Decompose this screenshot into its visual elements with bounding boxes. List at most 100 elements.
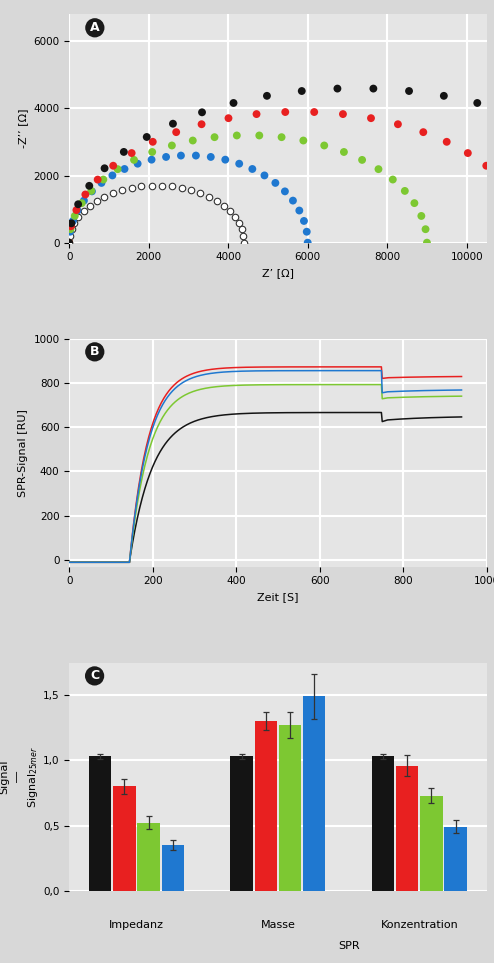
X-axis label: Zeit [S]: Zeit [S]: [257, 592, 299, 602]
Point: [137, 179, 145, 195]
Point: [271, 175, 279, 191]
Bar: [113, 787, 135, 891]
Point: [421, 221, 429, 237]
Point: [158, 178, 165, 194]
Point: [118, 183, 126, 198]
Point: [66, 228, 74, 244]
Point: [210, 129, 218, 144]
Bar: [372, 757, 394, 891]
Point: [205, 189, 213, 204]
Point: [109, 158, 117, 173]
Point: [65, 235, 73, 250]
Point: [172, 124, 180, 140]
Point: [235, 216, 243, 231]
Point: [401, 183, 409, 198]
Point: [226, 203, 234, 219]
Point: [192, 148, 200, 164]
Point: [169, 116, 177, 131]
Point: [69, 213, 77, 228]
Point: [303, 224, 311, 240]
Point: [100, 189, 108, 204]
Point: [340, 144, 348, 160]
Point: [255, 128, 263, 143]
Point: [339, 106, 347, 121]
Point: [370, 81, 377, 96]
Bar: [137, 823, 160, 891]
Point: [417, 208, 425, 223]
Y-axis label: -Z’’ [Ω]: -Z’’ [Ω]: [18, 109, 28, 148]
Point: [109, 168, 117, 183]
Point: [73, 202, 81, 218]
Point: [127, 180, 135, 195]
Point: [65, 235, 73, 250]
Point: [114, 162, 122, 177]
Point: [263, 89, 271, 104]
Text: B: B: [90, 346, 99, 358]
Text: A: A: [90, 21, 100, 35]
Point: [66, 224, 74, 240]
Point: [189, 133, 197, 148]
Text: SPR: SPR: [338, 941, 359, 951]
Text: Masse: Masse: [260, 921, 295, 930]
Point: [134, 156, 142, 171]
Point: [85, 178, 93, 194]
Point: [310, 104, 318, 119]
Point: [300, 213, 308, 228]
Point: [74, 203, 82, 219]
Point: [97, 175, 105, 191]
Point: [238, 221, 246, 237]
Text: Konzentration: Konzentration: [380, 921, 458, 930]
Bar: [303, 696, 326, 891]
Y-axis label: Signal
―
Signal$_{25mer}$: Signal ― Signal$_{25mer}$: [0, 745, 40, 808]
Bar: [230, 757, 252, 891]
Point: [71, 208, 79, 223]
Point: [65, 235, 73, 250]
Point: [75, 209, 82, 224]
Point: [473, 95, 481, 111]
Point: [197, 186, 205, 201]
Point: [374, 162, 382, 177]
Point: [88, 184, 96, 199]
Bar: [89, 757, 111, 891]
Point: [304, 235, 312, 250]
Point: [367, 111, 375, 126]
Point: [162, 149, 170, 165]
Point: [149, 134, 157, 149]
Point: [78, 195, 85, 211]
Point: [94, 172, 102, 188]
Point: [225, 111, 233, 126]
Point: [221, 152, 229, 168]
Point: [207, 149, 215, 165]
Point: [80, 203, 87, 219]
Point: [235, 156, 243, 171]
Point: [394, 117, 402, 132]
Point: [65, 235, 73, 250]
Point: [168, 179, 176, 195]
Point: [177, 148, 185, 164]
Point: [252, 106, 260, 121]
Point: [440, 89, 448, 104]
Point: [148, 178, 156, 194]
Point: [178, 180, 186, 195]
Bar: [279, 725, 301, 891]
Point: [411, 195, 418, 211]
Point: [233, 128, 241, 143]
Point: [419, 124, 427, 140]
Point: [121, 161, 128, 176]
Point: [148, 152, 156, 168]
Point: [298, 84, 306, 99]
Point: [231, 209, 239, 224]
Bar: [445, 827, 467, 891]
Point: [443, 134, 451, 149]
Point: [87, 183, 95, 198]
Point: [333, 81, 341, 96]
Point: [109, 186, 117, 201]
Point: [278, 129, 286, 144]
Point: [230, 95, 238, 111]
Point: [299, 133, 307, 148]
Point: [143, 129, 151, 144]
Point: [67, 221, 75, 237]
Text: Impedanz: Impedanz: [109, 921, 164, 930]
Point: [423, 235, 431, 250]
Point: [260, 168, 268, 183]
